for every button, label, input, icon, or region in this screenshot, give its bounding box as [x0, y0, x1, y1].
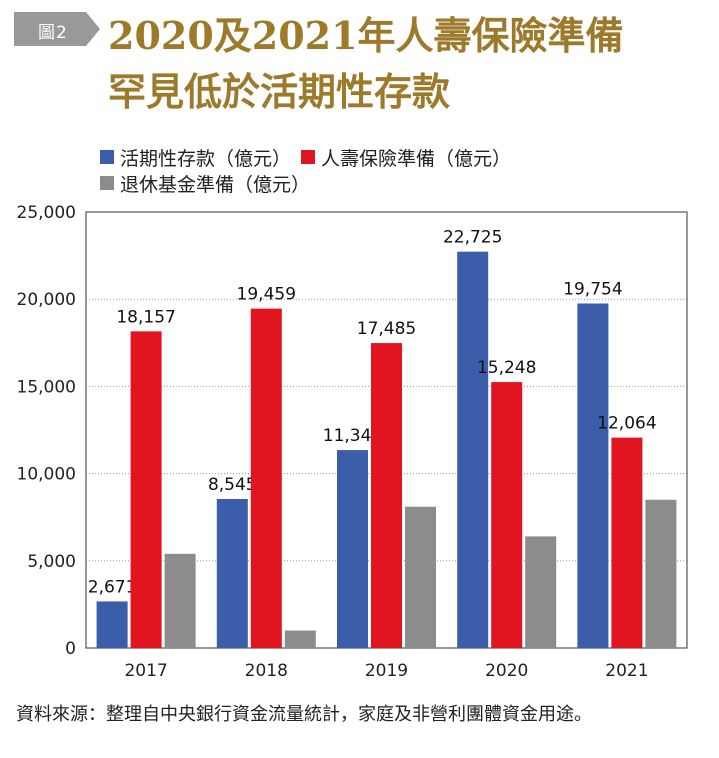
chart-title-line-2: 罕見低於活期性存款: [108, 69, 451, 114]
bar-data-label: 2,671: [88, 577, 137, 597]
bar: [337, 450, 368, 648]
legend-item-insurance: 人壽保險準備（億元）: [301, 144, 511, 171]
legend-swatch-insurance: [301, 150, 316, 164]
figure-tag-label: 圖2: [38, 23, 68, 43]
bar-data-label: 15,248: [477, 358, 536, 378]
y-tick-label: 0: [65, 639, 76, 659]
bar: [284, 630, 316, 648]
y-tick-label: 20,000: [17, 290, 76, 310]
bar: [96, 601, 128, 648]
chart-title: 2020及2021年人壽保險準備 罕見低於活期性存款: [108, 8, 624, 120]
chart-title-line-1: 2020及2021年人壽保險準備: [108, 13, 624, 58]
legend-label-deposits: 活期性存款（億元）: [120, 147, 292, 170]
bar-data-label: 19,459: [237, 285, 296, 305]
bar: [611, 437, 643, 648]
x-tick-label: 2019: [365, 661, 408, 681]
chart-legend: 活期性存款（億元） 人壽保險準備（億元） 退休基金準備（億元）: [100, 144, 521, 196]
y-tick-label: 25,000: [17, 203, 76, 223]
y-tick-label: 5,000: [27, 552, 76, 572]
bar-data-label: 17,485: [357, 319, 416, 339]
legend-swatch-deposits: [100, 150, 114, 164]
bar: [577, 303, 609, 648]
x-tick-label: 2020: [485, 661, 528, 681]
bar-data-label: 22,725: [443, 228, 502, 248]
bar: [405, 506, 436, 648]
bar: [216, 498, 248, 648]
legend-item-deposits: 活期性存款（億元）: [100, 144, 291, 171]
bar: [645, 499, 677, 648]
bar: [250, 308, 282, 648]
bar-chart: 0 5,000 10,000 15,000 20,000 25,000 2,671 18,15…: [17, 203, 688, 681]
bar: [130, 331, 162, 648]
x-tick-label: 2021: [605, 661, 648, 681]
source-note: 資料來源：整理自中央銀行資金流量統計，家庭及非營利團體資金用途。: [16, 704, 592, 725]
bar-data-label: 19,754: [563, 279, 622, 299]
figure-tag: 圖2: [14, 12, 100, 46]
legend-label-pension: 退休基金準備（億元）: [120, 173, 311, 196]
figure-tag-arrow-icon: [14, 12, 100, 46]
bar-data-label: 8,545: [208, 475, 257, 495]
bar-data-label: 18,157: [116, 307, 175, 327]
x-tick-label: 2018: [245, 661, 288, 681]
bar: [525, 536, 557, 648]
y-tick-label: 10,000: [17, 465, 76, 485]
bar: [164, 553, 196, 648]
bar: [371, 343, 402, 648]
legend-swatch-pension: [100, 176, 114, 190]
y-tick-label: 15,000: [17, 377, 76, 397]
bar-data-label: 11,349: [323, 426, 382, 446]
x-tick-label: 2017: [124, 661, 167, 681]
bar-data-label: 12,064: [597, 414, 656, 434]
bar: [491, 382, 523, 648]
legend-item-pension: 退休基金準備（億元）: [100, 170, 310, 197]
bar: [457, 251, 489, 648]
legend-label-insurance: 人壽保險準備（億元）: [321, 147, 512, 170]
